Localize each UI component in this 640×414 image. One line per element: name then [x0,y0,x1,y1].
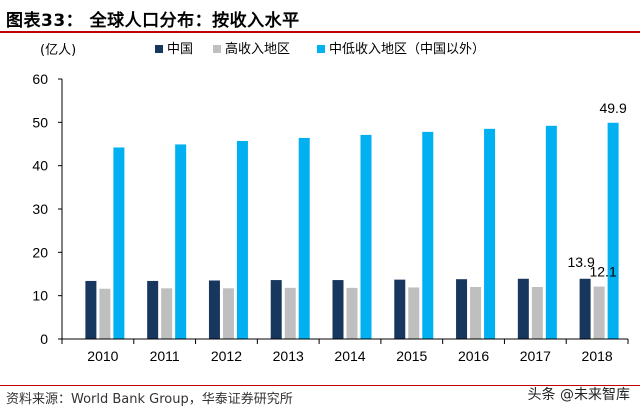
bar-2014-series-2 [360,134,372,339]
bar-2015-series-1 [408,287,420,339]
title-bar: 图表33： 全球人口分布：按收入水平 [0,0,640,34]
bar-chart: (亿人) 中国 高收入地区 中低收入地区（中国以外） 0 10 20 30 40 50 60 2… [32,41,629,364]
legend-swatch [155,45,163,53]
bar-2010-series-1 [99,288,111,339]
bar-2017-series-1 [531,287,543,339]
source-divider [0,385,640,386]
x-tick-label: 2014 [334,348,365,364]
legend-swatch [317,45,325,53]
bars [85,122,619,340]
chart-title: 图表33： 全球人口分布：按收入水平 [6,11,300,31]
bar-2011-series-0 [147,280,159,339]
y-tick-label: 40 [32,158,48,174]
legend: 中国 高收入地区 中低收入地区（中国以外） [155,41,485,57]
source-note: 资料来源：World Bank Group，华泰证券研究所 [6,392,293,407]
bar-2014-series-1 [346,287,358,339]
bar-2011-series-2 [175,144,187,339]
bar-2013-series-1 [284,287,296,339]
bar-2012-series-2 [236,140,248,339]
y-tick-label: 60 [32,71,48,87]
bar-2011-series-1 [161,288,173,339]
bar-2010-series-2 [113,147,125,339]
legend-label: 高收入地区 [225,41,290,57]
y-tick-label: 30 [32,201,48,217]
y-tick-label: 0 [40,331,48,347]
bar-2012-series-1 [222,288,234,339]
bar-2017-series-0 [517,278,529,339]
y-tick-label: 50 [32,114,48,130]
data-label: 49.9 [599,100,626,116]
bar-2015-series-0 [394,279,406,339]
y-tick-label: 20 [32,244,48,260]
data-label: 13.9 [567,254,594,270]
bar-2015-series-2 [422,131,434,339]
x-tick-label: 2011 [150,348,180,364]
legend-label: 中低收入地区（中国以外） [329,42,485,57]
x-tick-label: 2012 [211,348,242,364]
x-tick-label: 2015 [396,348,427,364]
x-tick-label: 2010 [87,348,118,364]
bar-2017-series-2 [545,125,557,339]
y-tick-label: 10 [32,288,48,304]
bar-2016-series-2 [484,128,496,339]
legend-label: 中国 [167,42,193,57]
bar-2014-series-0 [332,280,344,339]
y-unit-label: (亿人) [40,43,76,58]
x-tick-label: 2016 [458,348,489,364]
legend-swatch [213,45,221,53]
x-axis: 2010 2011 2012 2013 2014 2015 2016 2017 2018 [61,338,629,364]
x-tick-label: 2013 [273,348,304,364]
data-labels: 13.912.1 49.9 [567,100,626,280]
bar-2013-series-0 [270,280,282,339]
y-axis: 0 10 20 30 40 50 60 [32,71,63,347]
x-tick-label: 2017 [520,348,551,364]
bar-2018-series-1 [593,286,605,339]
bar-2016-series-0 [456,279,468,339]
title-divider [0,31,640,33]
bar-2016-series-1 [470,287,482,339]
x-tick-label: 2018 [582,348,613,364]
bar-2013-series-2 [298,137,310,339]
bar-2010-series-0 [85,280,97,339]
data-label: 12.1 [589,264,616,280]
bar-2012-series-0 [208,280,220,339]
bar-2018-series-2 [607,122,619,340]
bar-2018-series-0 [579,278,591,339]
watermark-text: 头条 @未来智库 [527,387,630,403]
watermark: 头条 @未来智库 [528,384,630,404]
